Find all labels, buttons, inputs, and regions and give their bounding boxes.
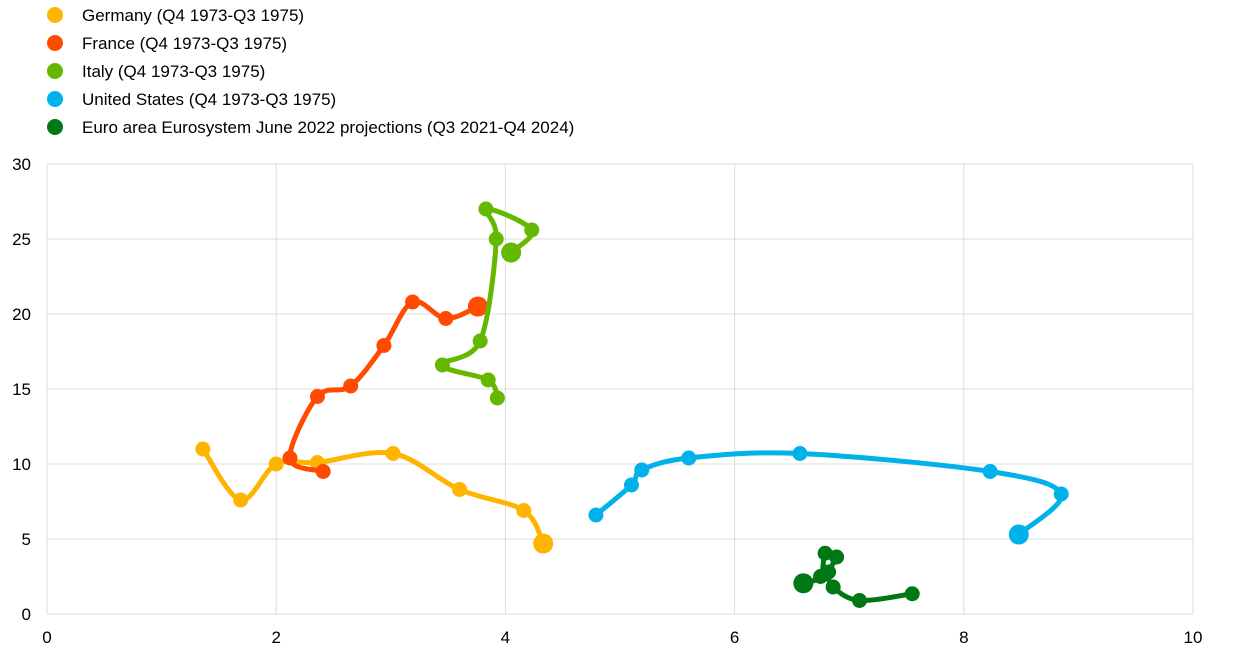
x-tick-label: 10: [1184, 628, 1203, 647]
legend-marker: [47, 35, 63, 51]
legend-label: France (Q4 1973-Q3 1975): [82, 34, 287, 53]
data-point: [309, 389, 325, 404]
data-point: [982, 464, 998, 479]
data-point: [195, 441, 211, 457]
data-point: [792, 446, 808, 461]
legend-marker: [47, 7, 63, 23]
axes: 0 5 10 15 20 25 30 0 2 4 6 8 10: [12, 155, 1202, 647]
y-tick-label: 5: [22, 530, 31, 549]
data-point: [405, 294, 421, 310]
data-point: [524, 222, 540, 238]
y-tick-label: 25: [12, 230, 31, 249]
data-point: [516, 503, 532, 518]
data-point-final: [793, 573, 814, 594]
legend: Germany (Q4 1973-Q3 1975) France (Q4 1973…: [47, 6, 574, 137]
data-point: [233, 492, 249, 508]
data-point: [588, 507, 604, 523]
data-point: [829, 549, 845, 565]
legend-label: United States (Q4 1973-Q3 1975): [82, 90, 336, 109]
legend-label: Germany (Q4 1973-Q3 1975): [82, 6, 304, 25]
data-point: [268, 456, 284, 472]
data-point: [634, 462, 650, 478]
data-point: [623, 477, 639, 493]
data-point: [282, 450, 298, 466]
series-line: [287, 298, 481, 474]
data-point: [434, 357, 450, 373]
series: [195, 201, 1069, 608]
data-point: [315, 464, 331, 479]
data-point: [1053, 486, 1069, 502]
y-tick-label: 10: [12, 455, 31, 474]
data-point: [376, 338, 392, 353]
x-tick-label: 8: [959, 628, 968, 647]
data-point: [489, 390, 505, 406]
series-3: [588, 446, 1069, 545]
series-line: [439, 206, 535, 401]
legend-marker: [47, 119, 63, 135]
data-point: [452, 482, 468, 497]
series-4: [793, 545, 920, 608]
x-tick-label: 4: [501, 628, 510, 647]
legend-marker: [47, 91, 63, 107]
legend-label: Euro area Eurosystem June 2022 projectio…: [82, 118, 574, 137]
data-point-final: [533, 533, 554, 554]
data-point-final: [467, 296, 488, 317]
grid: [46, 163, 1194, 615]
series-2: [434, 201, 540, 406]
data-point-final: [1008, 524, 1029, 545]
data-point: [825, 579, 841, 595]
legend-label: Italy (Q4 1973-Q3 1975): [82, 62, 265, 81]
data-point: [681, 450, 697, 466]
data-point: [904, 586, 920, 602]
series-0: [195, 441, 554, 554]
series-1: [282, 294, 488, 479]
data-point: [852, 593, 868, 608]
y-tick-label: 30: [12, 155, 31, 174]
x-tick-label: 6: [730, 628, 739, 647]
y-tick-label: 20: [12, 305, 31, 324]
y-tick-label: 0: [22, 605, 31, 624]
data-point-final: [501, 242, 522, 263]
data-point: [488, 231, 504, 247]
data-point: [438, 311, 454, 326]
series-line: [200, 446, 546, 546]
legend-marker: [47, 63, 63, 79]
data-point: [817, 545, 833, 561]
data-point: [472, 333, 488, 349]
data-point: [343, 378, 359, 394]
data-point: [478, 201, 494, 217]
x-tick-label: 0: [42, 628, 51, 647]
y-tick-label: 15: [12, 380, 31, 399]
x-tick-label: 2: [271, 628, 280, 647]
data-point: [480, 372, 496, 388]
data-point: [385, 446, 401, 461]
data-point: [813, 569, 829, 584]
